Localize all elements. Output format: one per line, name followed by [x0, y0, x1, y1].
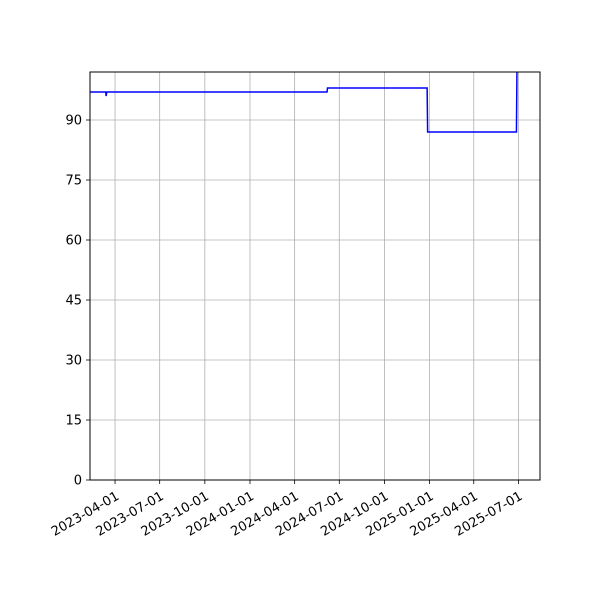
grid-lines	[90, 72, 540, 481]
x-axis: 2023-04-012023-07-012023-10-012024-01-01…	[49, 480, 525, 540]
y-tick-label: 45	[65, 294, 82, 309]
series-line	[90, 72, 518, 133]
y-tick-label: 0	[74, 474, 82, 489]
series-layer	[90, 72, 518, 133]
y-tick-label: 60	[65, 234, 82, 249]
plot-area-frame	[89, 71, 541, 481]
y-tick-label: 90	[65, 114, 82, 129]
y-tick-label: 75	[65, 174, 82, 189]
y-tick-label: 15	[65, 414, 82, 429]
y-axis: 0 15 30 45 60 75 90	[65, 114, 90, 489]
y-tick-label: 30	[65, 354, 82, 369]
